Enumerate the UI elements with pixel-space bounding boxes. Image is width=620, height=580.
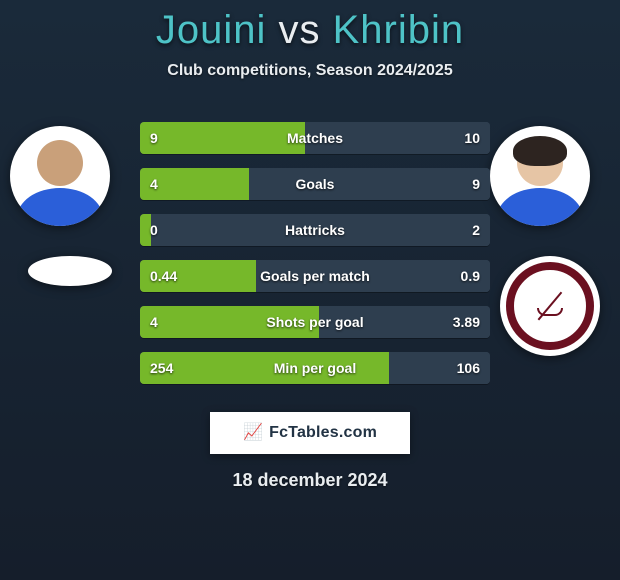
stat-row: 9Matches10 <box>140 122 490 154</box>
subtitle: Club competitions, Season 2024/2025 <box>0 62 620 80</box>
stat-row: 254Min per goal106 <box>140 352 490 384</box>
avatar-shirt <box>497 188 583 226</box>
brand-text: FcTables.com <box>269 424 377 442</box>
stat-value-right: 0.9 <box>461 260 480 292</box>
stat-value-right: 3.89 <box>453 306 480 338</box>
stat-label: Min per goal <box>140 352 490 384</box>
stat-value-right: 2 <box>472 214 480 246</box>
stat-value-right: 106 <box>457 352 480 384</box>
stat-value-right: 10 <box>464 122 480 154</box>
stat-row: 0Hattricks2 <box>140 214 490 246</box>
stat-label: Goals <box>140 168 490 200</box>
stat-bars: 9Matches104Goals90Hattricks20.44Goals pe… <box>140 122 490 398</box>
stat-label: Matches <box>140 122 490 154</box>
player1-avatar <box>10 126 110 226</box>
player2-name: Khribin <box>333 8 465 52</box>
title: Jouini vs Khribin <box>0 8 620 53</box>
club-inner-icon <box>534 290 566 322</box>
stat-label: Shots per goal <box>140 306 490 338</box>
stat-label: Goals per match <box>140 260 490 292</box>
stat-value-right: 9 <box>472 168 480 200</box>
player1-name: Jouini <box>156 8 267 52</box>
stat-label: Hattricks <box>140 214 490 246</box>
player2-club-logo <box>500 256 600 356</box>
avatar-shirt <box>17 188 103 226</box>
player1-club-logo <box>28 256 112 286</box>
title-vs: vs <box>279 8 321 52</box>
stat-row: 4Goals9 <box>140 168 490 200</box>
date-text: 18 december 2024 <box>0 470 620 491</box>
avatar-head <box>37 140 83 186</box>
stat-row: 0.44Goals per match0.9 <box>140 260 490 292</box>
footer-area: 📈 FcTables.com 18 december 2024 <box>0 392 620 491</box>
player2-avatar <box>490 126 590 226</box>
avatar-hair <box>513 136 567 166</box>
comparison-card: Jouini vs Khribin Club competitions, Sea… <box>0 0 620 580</box>
branding-badge: 📈 FcTables.com <box>210 412 410 454</box>
brand-icon: 📈 <box>243 422 263 442</box>
stat-row: 4Shots per goal3.89 <box>140 306 490 338</box>
